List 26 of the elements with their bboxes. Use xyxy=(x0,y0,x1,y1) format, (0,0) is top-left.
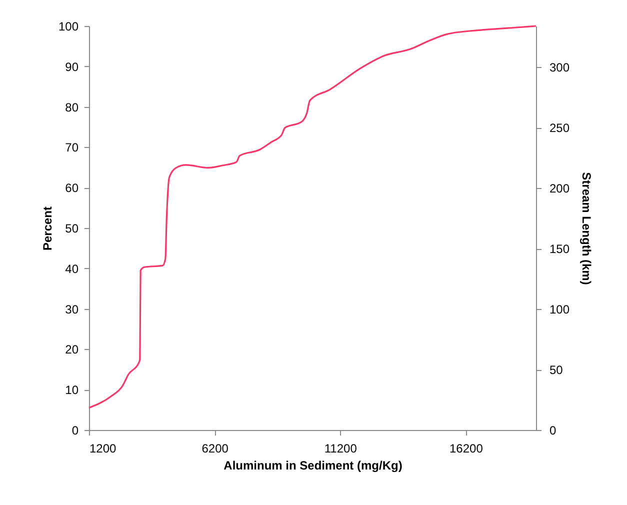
y-tick-label: 10 xyxy=(65,383,79,398)
y2-tick-label: 150 xyxy=(550,242,570,256)
y-tick-label: 70 xyxy=(65,140,79,155)
y-tick-label: 0 xyxy=(72,424,79,438)
y2-tick-label: 300 xyxy=(550,60,570,75)
y2-tick-label: 0 xyxy=(550,424,556,438)
y-tick-label: 100 xyxy=(58,20,79,34)
y-tick-label: 90 xyxy=(65,60,79,74)
y2-tick-label: 250 xyxy=(550,121,570,136)
y-tick-label: 30 xyxy=(65,302,79,316)
y2-tick-label: 50 xyxy=(550,363,564,378)
y2-tick-label: 200 xyxy=(550,182,570,196)
y2-tick-label: 100 xyxy=(550,302,570,317)
y-tick-label: 40 xyxy=(65,262,79,276)
y-axis-title: Percent xyxy=(40,206,54,251)
x-tick-label: 1200 xyxy=(90,442,117,456)
x-axis-title: Aluminum in Sediment (mg/Kg) xyxy=(224,458,402,472)
y-tick-label: 20 xyxy=(65,342,79,357)
y-tick-label: 80 xyxy=(65,100,79,114)
y-tick-label: 50 xyxy=(65,222,79,236)
x-tick-label: 6200 xyxy=(202,442,229,456)
x-tick-label: 11200 xyxy=(324,442,358,456)
y-tick-label: 60 xyxy=(65,181,79,196)
x-tick-label: 16200 xyxy=(450,442,484,456)
line-series xyxy=(88,25,537,409)
y2-axis-title: Stream Length (km) xyxy=(580,172,594,285)
